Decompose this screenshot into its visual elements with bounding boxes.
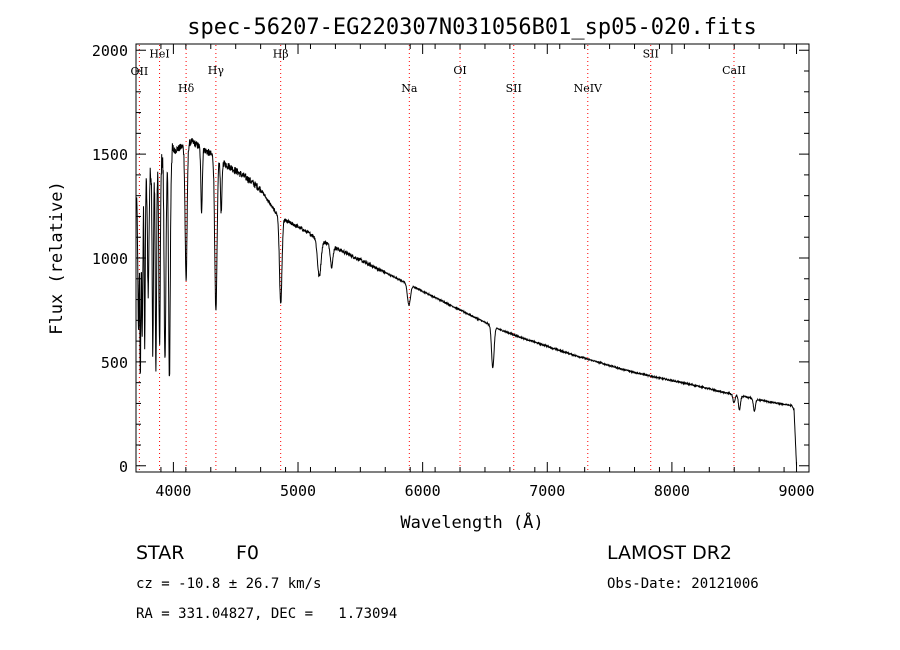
axis-ticks: 4000 5000 6000 7000 8000 9000 0 500 1000 1500 2000 [92, 42, 815, 500]
spectrum-line [135, 138, 797, 466]
line-marker-label: Hβ [273, 48, 289, 61]
line-marker-label: SII [643, 48, 659, 61]
line-marker-label: OII [131, 65, 149, 78]
line-marker-label: Na [401, 82, 418, 95]
x-tick-label: 9000 [778, 482, 814, 500]
y-tick-label: 1000 [92, 250, 128, 268]
line-marker-label: OI [453, 64, 466, 77]
line-marker-label: Hδ [178, 82, 195, 95]
x-tick-label: 5000 [280, 482, 316, 500]
redshift-label: cz = -10.8 ± 26.7 km/s [136, 576, 322, 592]
line-marker-label: NeIV [574, 82, 603, 95]
y-tick-label: 2000 [92, 42, 128, 60]
line-marker-label: HeI [149, 48, 169, 61]
line-marker-label: CaII [722, 64, 746, 77]
y-tick-label: 1500 [92, 146, 128, 164]
x-tick-label: 7000 [529, 482, 565, 500]
x-tick-label: 6000 [405, 482, 441, 500]
obs-date-label: Obs-Date: 20121006 [607, 576, 759, 592]
line-marker-label: Hγ [208, 64, 225, 77]
x-tick-label: 4000 [155, 482, 191, 500]
plot-frame [135, 43, 810, 473]
x-axis-label: Wavelength (Å) [400, 511, 543, 533]
chart-title: spec-56207-EG220307N031056B01_sp05-020.f… [187, 15, 757, 40]
y-axis-label: Flux (relative) [47, 181, 67, 335]
y-tick-label: 0 [119, 458, 128, 476]
line-marker-label: SII [506, 82, 522, 95]
object-class: STAR [136, 542, 185, 564]
survey-label: LAMOST DR2 [607, 542, 732, 564]
coords-label: RA = 331.04827, DEC = 1.73094 [136, 606, 398, 622]
spectral-subclass: F0 [236, 542, 260, 564]
x-tick-label: 8000 [654, 482, 690, 500]
y-tick-label: 500 [101, 354, 128, 372]
